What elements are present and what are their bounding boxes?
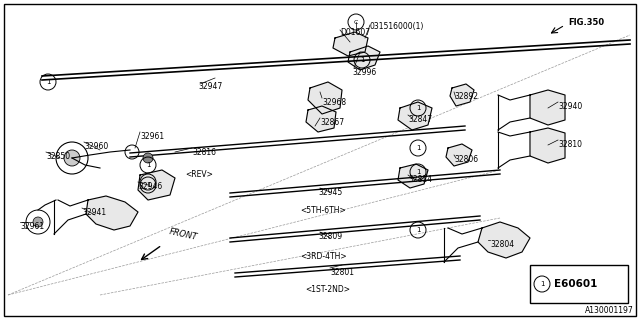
- Text: 32847: 32847: [408, 115, 432, 124]
- Text: 32940: 32940: [558, 102, 582, 111]
- Text: <1ST-2ND>: <1ST-2ND>: [305, 285, 350, 294]
- Polygon shape: [478, 222, 530, 258]
- Polygon shape: [138, 170, 175, 200]
- Text: 1: 1: [45, 79, 51, 85]
- Text: 32804: 32804: [490, 240, 514, 249]
- Text: 32810: 32810: [558, 140, 582, 149]
- Text: 1: 1: [416, 227, 420, 233]
- Polygon shape: [530, 90, 565, 125]
- Text: 32809: 32809: [318, 232, 342, 241]
- Polygon shape: [306, 106, 336, 132]
- Text: 32816: 32816: [192, 148, 216, 157]
- Text: 1: 1: [146, 182, 150, 188]
- Text: 32946: 32946: [138, 182, 163, 191]
- Polygon shape: [446, 144, 472, 166]
- Bar: [530, 265, 628, 303]
- Polygon shape: [348, 46, 380, 70]
- Polygon shape: [308, 82, 342, 114]
- Polygon shape: [530, 128, 565, 163]
- Polygon shape: [398, 164, 428, 188]
- Text: <5TH-6TH>: <5TH-6TH>: [300, 206, 346, 215]
- Text: 1: 1: [416, 145, 420, 151]
- Text: 031516000(1): 031516000(1): [370, 22, 424, 31]
- Text: 32941: 32941: [82, 208, 106, 217]
- Text: C: C: [354, 20, 358, 25]
- Text: 32961: 32961: [140, 132, 164, 141]
- Polygon shape: [333, 32, 368, 56]
- Text: FRONT: FRONT: [168, 227, 198, 242]
- Text: 32968: 32968: [322, 98, 346, 107]
- Text: 32947: 32947: [198, 82, 222, 91]
- Circle shape: [64, 150, 80, 166]
- Text: 32960: 32960: [84, 142, 108, 151]
- Text: 32945: 32945: [318, 188, 342, 197]
- Polygon shape: [398, 102, 432, 130]
- Polygon shape: [86, 196, 138, 230]
- Text: 32996: 32996: [352, 68, 376, 77]
- Circle shape: [33, 217, 43, 227]
- Text: <3RD-4TH>: <3RD-4TH>: [300, 252, 347, 261]
- Polygon shape: [450, 84, 474, 106]
- Text: 32867: 32867: [320, 118, 344, 127]
- Text: 32801: 32801: [330, 268, 354, 277]
- Text: 32850: 32850: [46, 152, 70, 161]
- Text: <REV>: <REV>: [185, 170, 213, 179]
- Text: 32806: 32806: [454, 155, 478, 164]
- Text: 1: 1: [416, 169, 420, 175]
- Text: 1: 1: [416, 105, 420, 111]
- Text: 1: 1: [146, 162, 150, 168]
- Text: FIG.350: FIG.350: [568, 18, 604, 27]
- Text: 1: 1: [540, 281, 544, 287]
- Text: 1: 1: [360, 57, 364, 63]
- Text: E60601: E60601: [554, 279, 597, 289]
- Text: 32961: 32961: [20, 222, 44, 231]
- Text: A130001197: A130001197: [585, 306, 634, 315]
- Text: 32892: 32892: [454, 92, 478, 101]
- Circle shape: [143, 153, 153, 163]
- Text: D01607: D01607: [340, 28, 370, 37]
- Text: 32814: 32814: [408, 175, 432, 184]
